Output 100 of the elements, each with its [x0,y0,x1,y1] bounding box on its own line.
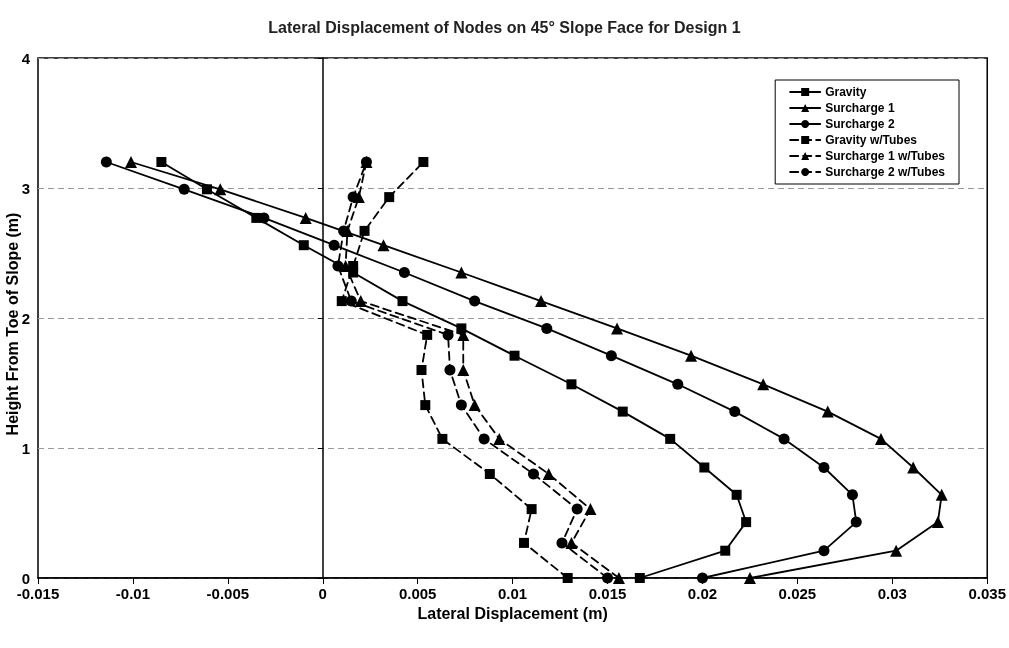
x-axis-title: Lateral Displacement (m) [417,605,608,623]
legend-label: Surcharge 2 [825,117,895,131]
y-axis-title: Height From Toe of Slope (m) [3,212,21,436]
point [437,433,448,444]
point [418,157,429,167]
point [444,364,456,376]
point [299,211,312,224]
point [818,545,830,557]
point [469,295,481,307]
point [729,406,741,418]
point [931,516,944,529]
point [741,517,752,528]
point [562,573,573,583]
point [468,399,481,412]
y-tick-label: 3 [21,179,30,197]
point [201,184,212,195]
point [935,488,948,501]
point [457,364,470,376]
legend-label: Surcharge 1 [825,101,895,115]
point [821,405,834,418]
point [100,156,112,168]
point [125,156,138,168]
y-tick-label: 2 [21,309,30,327]
x-tick-label: -0.015 [16,585,60,602]
point [345,295,357,307]
y-tick-label: 1 [21,439,30,457]
point [720,545,731,556]
legend-label: Gravity [825,85,867,99]
point [818,462,830,473]
point [156,157,167,167]
point [565,536,578,549]
point [890,544,903,557]
point [874,432,887,445]
point [509,350,520,361]
point [398,267,410,278]
legend-label: Gravity w/Tubes [825,133,918,147]
point [348,261,359,271]
point [743,572,756,584]
point [757,378,770,391]
y-tick-label: 4 [21,49,31,67]
point [377,239,390,252]
point [556,537,568,549]
point [214,183,227,196]
x-tick-label: 0.035 [968,585,1007,602]
point [478,433,490,445]
x-tick-label: 0.03 [877,585,907,602]
point [456,323,467,334]
legend-label: Surcharge 2 w/Tubes [825,165,946,179]
point [455,266,468,279]
point [455,399,467,411]
point [347,191,359,203]
point [416,365,427,375]
x-tick-label: 0.02 [687,585,718,602]
point [907,461,920,474]
point [846,489,858,501]
x-tick-label: -0.005 [206,585,250,602]
point [612,572,625,584]
point [359,225,370,236]
point [778,433,790,445]
point [542,468,555,480]
point [484,469,495,479]
x-tick-label: 0.015 [588,585,627,602]
point [332,260,344,272]
point [605,350,617,362]
y-tick-label: 0 [21,569,30,587]
point [634,573,645,583]
point [528,468,539,480]
point [328,239,340,251]
point [422,329,433,340]
point [699,462,710,473]
point [584,503,597,516]
point [617,406,628,417]
x-tick-label: 0 [318,585,327,602]
point [397,296,408,307]
point [178,183,190,195]
x-tick-label: 0.025 [778,585,817,602]
point [696,572,708,584]
point [420,400,431,411]
point [541,322,553,334]
point [442,329,454,341]
point [519,537,530,548]
point [850,516,862,528]
point [493,432,506,445]
point [298,240,309,251]
point [731,489,742,500]
point [672,378,684,390]
point [384,192,395,203]
x-tick-label: -0.01 [115,585,151,602]
point [571,503,583,515]
point [526,504,537,515]
point [354,295,367,308]
x-tick-label: 0.01 [498,585,528,602]
point [611,322,624,335]
point [566,379,577,390]
legend-label: Surcharge 1 w/Tubes [825,149,946,163]
x-tick-label: 0.005 [398,585,437,602]
point [665,433,676,444]
point [336,296,347,307]
point [535,295,548,308]
point [602,572,614,584]
